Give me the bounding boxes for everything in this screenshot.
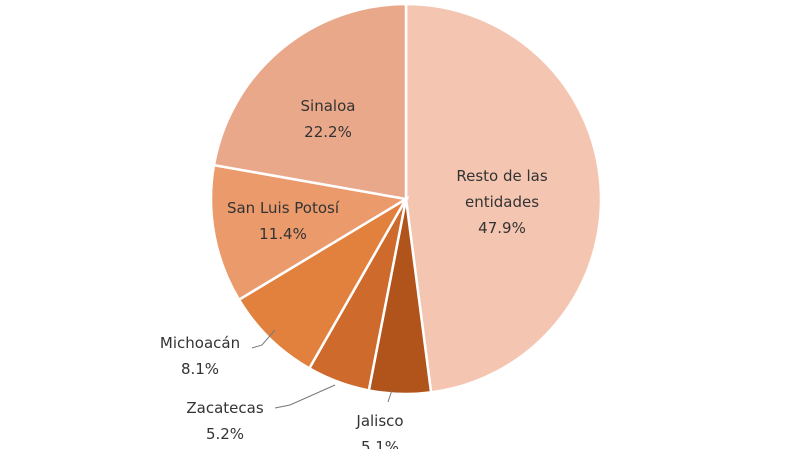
value-label: 5.1% [360,438,400,449]
category-name: Sinaloa [300,97,356,115]
pie-slice [212,2,408,201]
category-name: Michoacán [159,334,241,352]
leader-line [274,384,336,409]
category-name: San Luis Potosí [226,199,340,217]
value-label: 5.2% [205,425,245,443]
value-label: 11.4% [259,225,307,243]
pie-slice [237,195,410,371]
category-name: Resto de las entidades [456,167,548,211]
category-name: Jalisco [356,412,404,430]
value-label: 22.2% [304,123,352,141]
slice-label: Resto de las entidades 47.9% [437,163,567,241]
leader-line [251,329,276,349]
pie-slice [404,2,603,394]
pie-slice [209,163,410,302]
slice-label: Zacatecas 5.2% [170,395,280,447]
slice-label: Michoacán 8.1% [145,330,255,382]
value-label: 8.1% [180,360,220,378]
slice-label: San Luis Potosí 11.4% [208,195,358,247]
slice-label: Jalisco 5.1% [335,408,425,449]
slice-label: Sinaloa 22.2% [273,93,383,145]
value-label: 47.9% [478,219,526,237]
leader-line [387,389,393,403]
category-name: Zacatecas [186,399,264,417]
